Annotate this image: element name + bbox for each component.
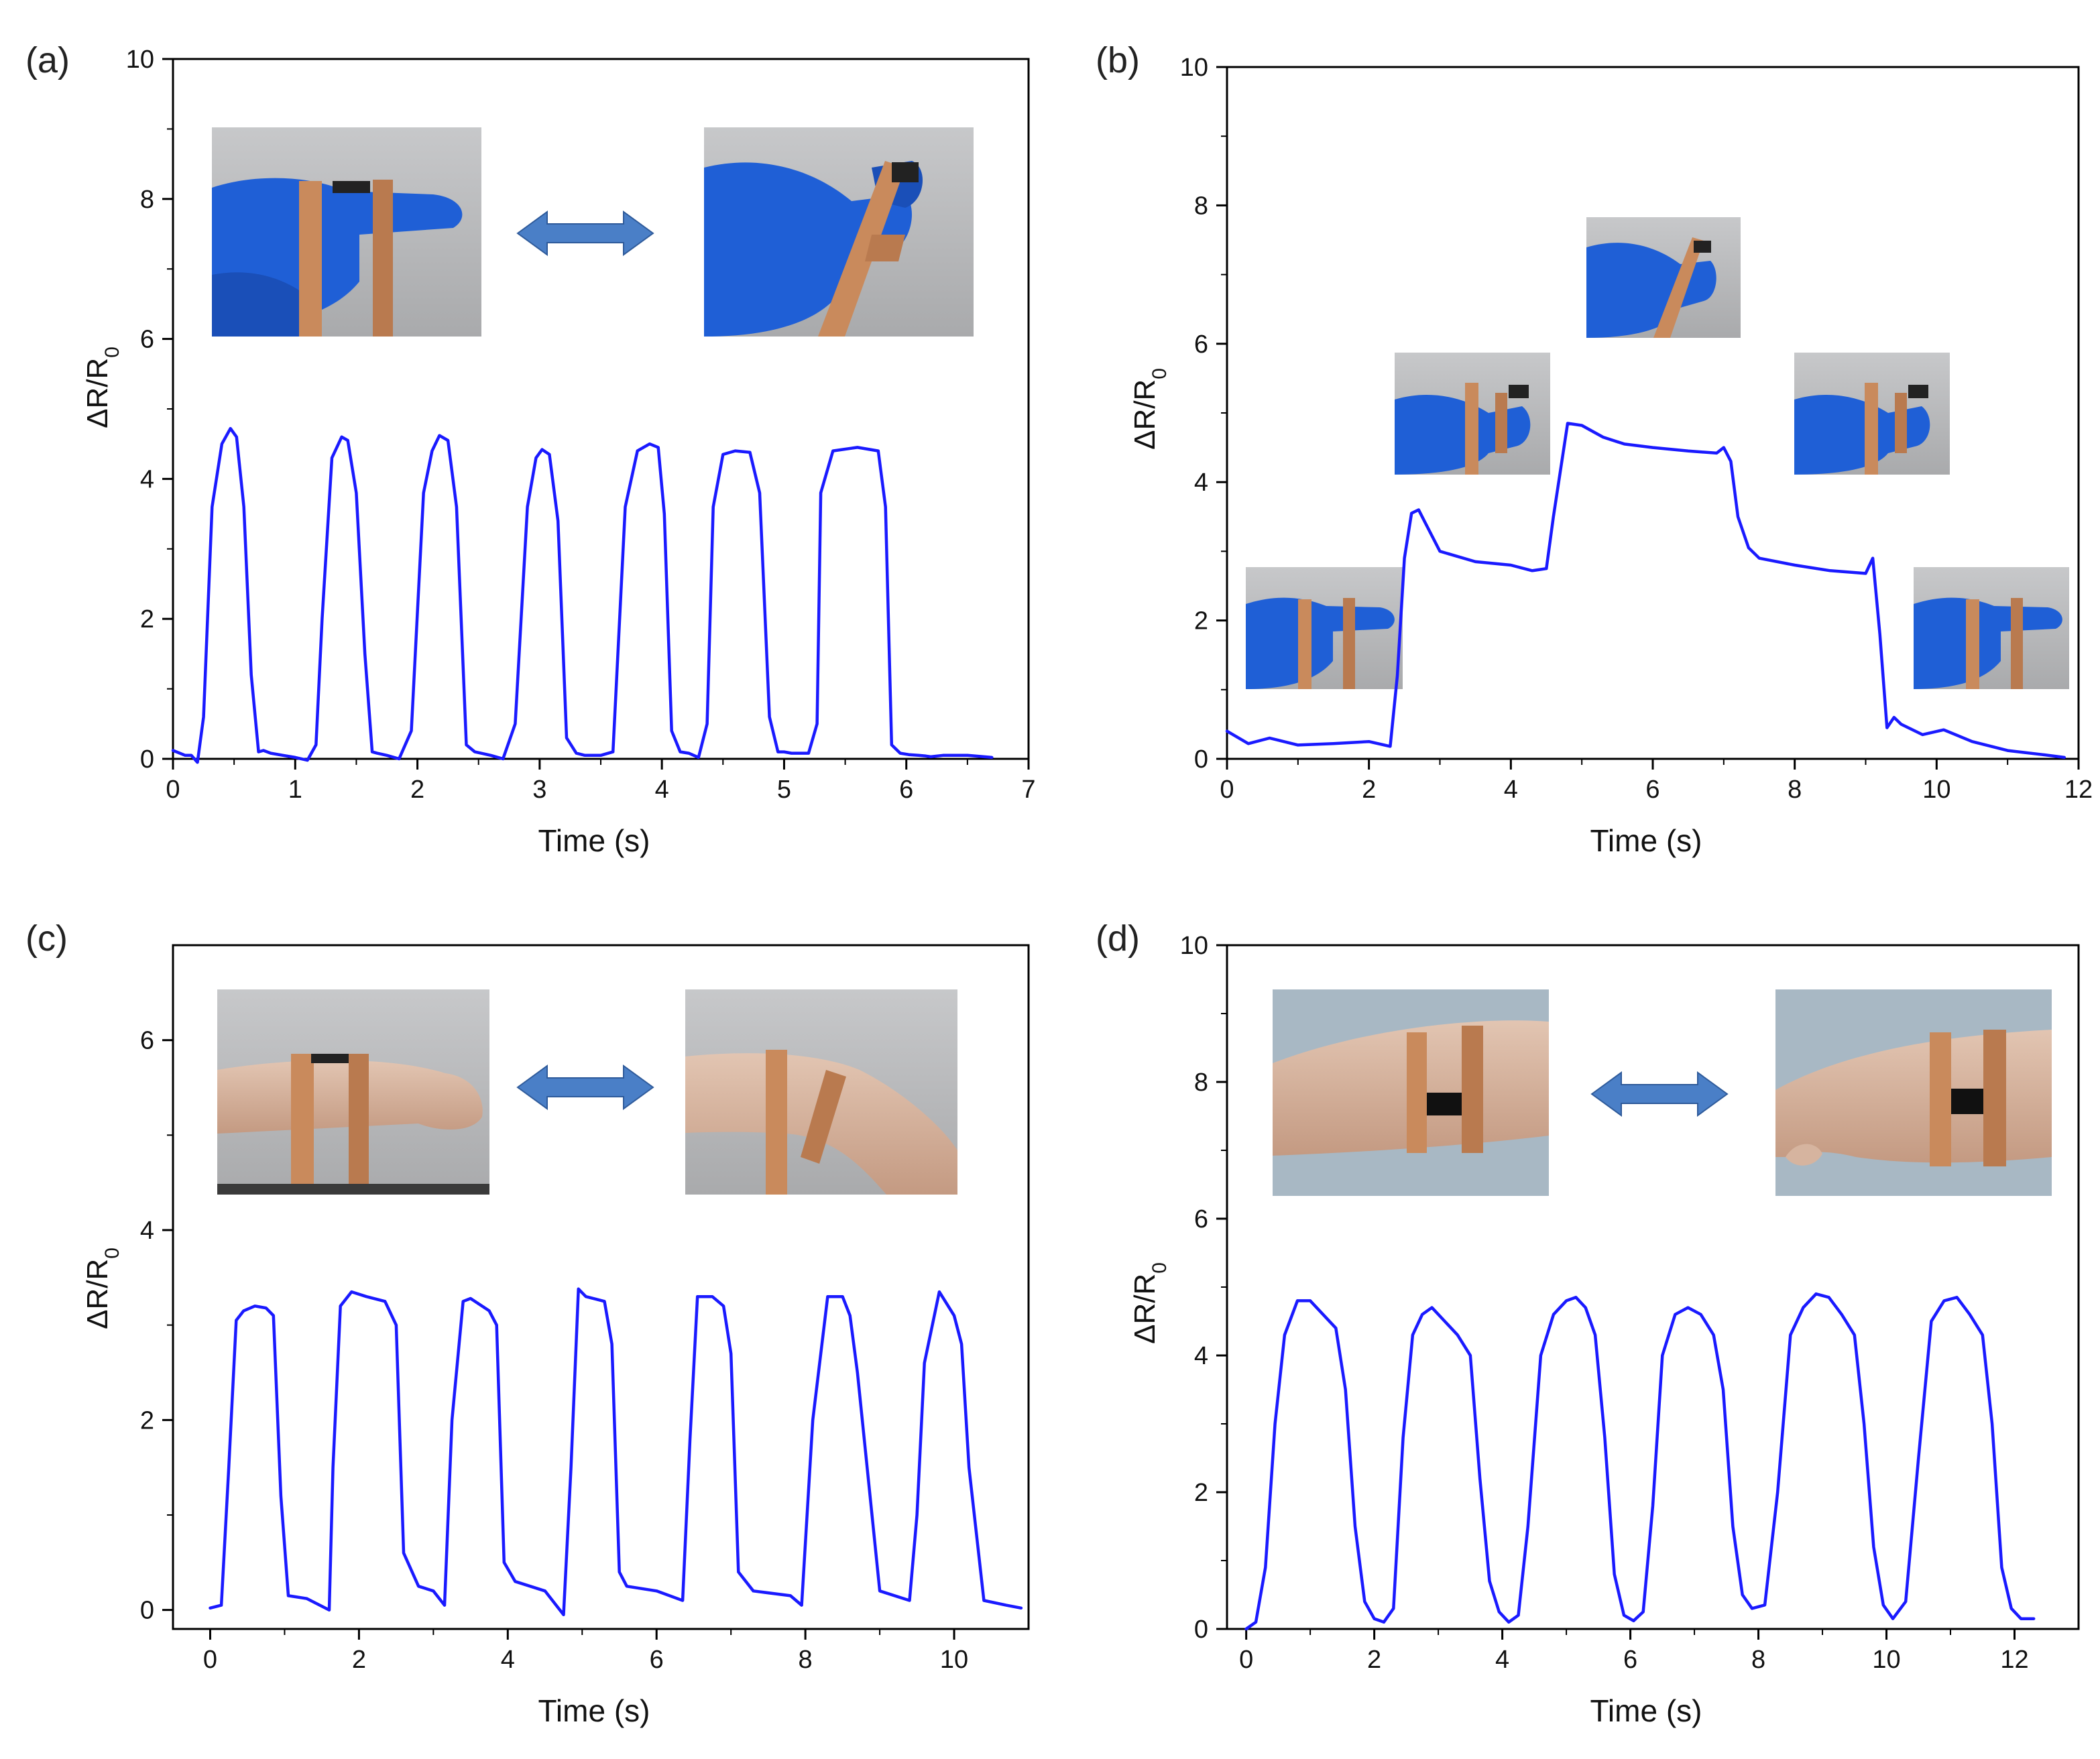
x-tick-label: 2 — [352, 1646, 366, 1674]
x-tick-label: 2 — [1367, 1646, 1381, 1674]
y-axis-label-c: ΔR/R0 — [81, 1248, 123, 1329]
x-tick-label: 6 — [1645, 776, 1659, 804]
y-axis-label-b: ΔR/R0 — [1128, 368, 1171, 450]
x-tick-label: 1 — [288, 776, 302, 804]
panel-label-b: (b) — [1096, 40, 1140, 80]
x-tick-label: 6 — [1623, 1646, 1637, 1674]
x-tick-label: 4 — [655, 776, 669, 804]
y-tick-label: 2 — [140, 1406, 154, 1435]
svg-text:ΔR/R0: ΔR/R0 — [81, 1248, 123, 1329]
x-tick-label: 5 — [777, 776, 791, 804]
x-tick-label: 8 — [1751, 1646, 1765, 1674]
series-line-c — [209, 1287, 1023, 1617]
panel-label-c: (c) — [25, 918, 68, 959]
svg-text:ΔR/R0: ΔR/R0 — [1128, 1262, 1171, 1344]
y-tick-label: 6 — [1194, 1205, 1208, 1233]
chart-panel-a: ΔR/R0 0 1 2 3 4 5 6 7 0 2 4 6 8 10 Time (s) — [81, 46, 1036, 858]
x-axis-label-a: Time (s) — [538, 823, 650, 858]
x-tick-label: 7 — [1021, 776, 1035, 804]
inset-photo-finger-straight — [212, 127, 481, 337]
bidirectional-arrow — [516, 210, 654, 256]
x-tick-label: 10 — [940, 1646, 968, 1674]
panel-label-d: (d) — [1096, 918, 1140, 959]
y-tick-label: 2 — [1194, 1479, 1208, 1507]
y-axis-label-d: ΔR/R0 — [1128, 1262, 1171, 1344]
x-axis-label-c: Time (s) — [538, 1693, 650, 1728]
x-tick-label: 3 — [532, 776, 546, 804]
series-line-a — [171, 426, 994, 764]
inset-photo-finger-half-bent-rise — [1395, 353, 1550, 475]
inset-photo-arm-bent — [1775, 989, 2052, 1196]
y-tick-label: 4 — [1194, 469, 1208, 497]
y-tick-label: 8 — [140, 186, 154, 214]
y-tick-label: 4 — [140, 465, 154, 493]
series-line-d — [1244, 1292, 2036, 1631]
x-axis-label-d: Time (s) — [1590, 1693, 1702, 1728]
y-tick-label: 2 — [1194, 607, 1208, 635]
x-tick-label: 0 — [1239, 1646, 1253, 1674]
inset-photo-finger-straight-start — [1246, 567, 1403, 689]
x-tick-label: 0 — [203, 1646, 217, 1674]
inset-photo-wrist-straight — [217, 989, 489, 1195]
svg-text:ΔR/R0: ΔR/R0 — [81, 347, 123, 428]
y-tick-label: 10 — [1180, 932, 1208, 960]
x-tick-label: 12 — [2000, 1646, 2028, 1674]
plot-frame-c — [172, 944, 1030, 1630]
y-tick-label: 6 — [140, 1027, 154, 1055]
x-tick-label: 4 — [1495, 1646, 1509, 1674]
chart-panel-b: ΔR/R0 0 2 4 6 8 10 12 0 2 4 6 8 10 Time (s) — [1128, 54, 2093, 858]
bidirectional-arrow — [1590, 1071, 1729, 1117]
x-tick-label: 8 — [1788, 776, 1802, 804]
y-axis-label-a: ΔR/R0 — [81, 347, 123, 428]
bidirectional-arrow — [516, 1065, 654, 1110]
x-tick-label: 2 — [1362, 776, 1376, 804]
y-tick-label: 8 — [1194, 192, 1208, 220]
x-tick-label: 6 — [899, 776, 913, 804]
x-tick-label: 10 — [1922, 776, 1950, 804]
y-tick-label: 0 — [140, 1597, 154, 1625]
x-tick-label: 8 — [799, 1646, 813, 1674]
y-tick-label: 4 — [1194, 1342, 1208, 1370]
y-tick-label: 0 — [1194, 1616, 1208, 1644]
y-tick-label: 6 — [140, 326, 154, 354]
inset-photo-finger-bent — [704, 127, 974, 337]
y-tick-label: 10 — [1180, 54, 1208, 82]
inset-photo-arm-straight — [1273, 989, 1549, 1196]
y-tick-label: 4 — [140, 1217, 154, 1245]
y-tick-label: 0 — [140, 745, 154, 774]
chart-panel-d: ΔR/R0 0 2 4 6 8 10 12 0 2 4 6 8 10 Time (s) — [1128, 932, 2080, 1728]
y-tick-label: 0 — [1194, 745, 1208, 774]
x-tick-label: 0 — [166, 776, 180, 804]
inset-photo-finger-fully-bent — [1586, 217, 1741, 338]
svg-text:ΔR/R0: ΔR/R0 — [1128, 368, 1171, 450]
inset-photo-wrist-bent — [685, 989, 957, 1195]
y-tick-label: 8 — [1194, 1069, 1208, 1097]
x-tick-label: 10 — [1872, 1646, 1900, 1674]
x-tick-label: 2 — [410, 776, 424, 804]
y-tick-label: 2 — [140, 605, 154, 633]
series-line-b — [1225, 422, 2066, 760]
x-tick-label: 4 — [501, 1646, 515, 1674]
inset-photo-finger-straight-end — [1914, 567, 2069, 689]
panel-label-a: (a) — [25, 40, 70, 80]
y-tick-label: 6 — [1194, 330, 1208, 359]
x-tick-label: 6 — [650, 1646, 664, 1674]
x-tick-label: 12 — [2064, 776, 2093, 804]
x-tick-label: 0 — [1220, 776, 1234, 804]
x-axis-label-b: Time (s) — [1590, 823, 1702, 858]
inset-photo-finger-half-bent-fall — [1794, 353, 1950, 475]
y-tick-label: 10 — [126, 46, 154, 74]
x-tick-label: 4 — [1504, 776, 1518, 804]
